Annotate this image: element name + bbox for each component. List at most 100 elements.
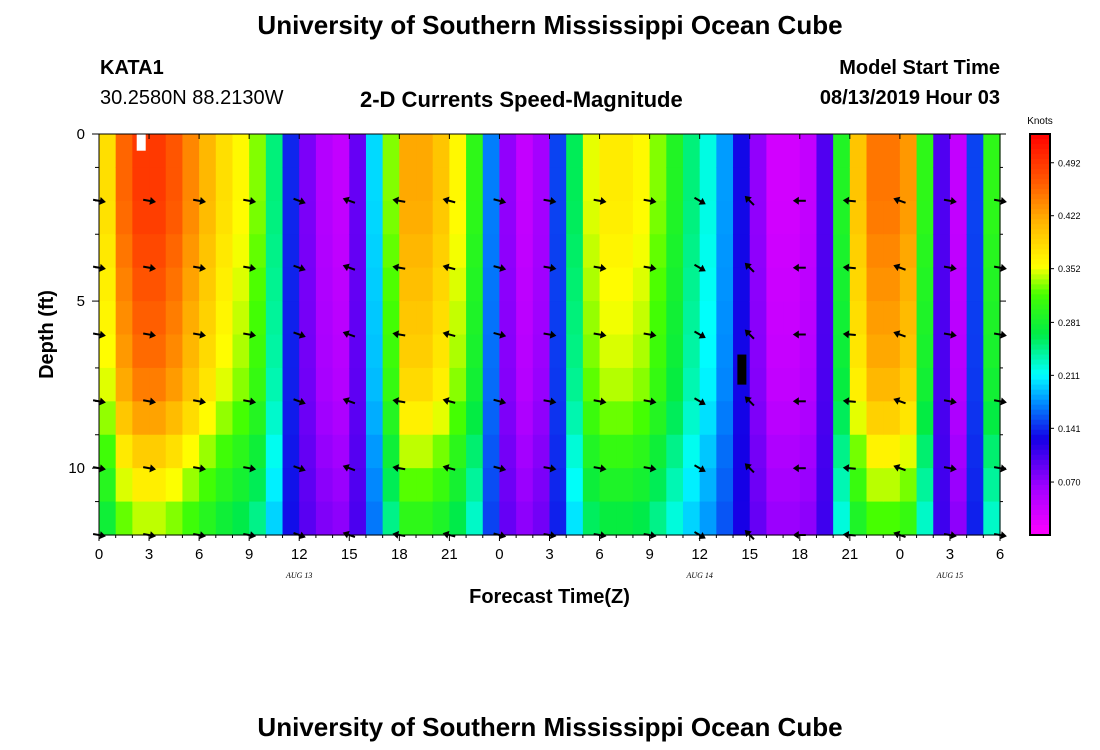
heatmap-cell (916, 367, 934, 402)
heatmap-cell (149, 367, 167, 402)
heatmap-cell (616, 267, 634, 302)
current-arrow (792, 464, 806, 473)
colorbar-segment (1030, 234, 1050, 240)
heatmap-cell (215, 334, 234, 369)
colorbar-tick-label: 0.281 (1058, 318, 1081, 328)
heatmap-cell (816, 367, 834, 402)
heatmap-cell (416, 267, 434, 302)
heatmap-cell (849, 334, 868, 369)
colorbar-tick-label: 0.352 (1058, 264, 1081, 274)
heatmap-cell (783, 367, 801, 402)
heatmap-cell (265, 401, 284, 436)
heatmap-cell (282, 434, 300, 469)
heatmap-cell (232, 167, 250, 202)
heatmap-cell (432, 434, 450, 469)
heatmap-cell (599, 367, 617, 402)
x-tick-label: 18 (791, 546, 808, 563)
heatmap-cell (516, 167, 534, 202)
heatmap-cell (365, 501, 384, 536)
heatmap-cell (215, 434, 234, 469)
colorbar-segment (1030, 394, 1050, 401)
x-tick-label: 6 (195, 546, 203, 563)
current-arrow (392, 263, 406, 272)
heatmap-cell (449, 267, 467, 302)
heatmap-cell (215, 134, 234, 169)
current-arrow (943, 330, 957, 339)
x-tick-label: 9 (245, 546, 253, 563)
heatmap-cell (549, 301, 567, 336)
heatmap-cell (783, 334, 801, 369)
heatmap-cell (649, 200, 667, 235)
heatmap-cell (783, 267, 801, 302)
heatmap-cell (632, 267, 651, 302)
heatmap-cell (232, 401, 250, 436)
heatmap-cell (482, 267, 501, 302)
heatmap-cell (365, 367, 384, 402)
heatmap-cell (849, 501, 868, 536)
heatmap-cell (249, 468, 267, 503)
heatmap-cell (616, 234, 634, 269)
current-arrow (342, 263, 356, 272)
current-arrow (842, 464, 856, 473)
current-arrow (694, 330, 706, 339)
heatmap-cell (816, 401, 834, 436)
heatmap-cell (883, 134, 901, 169)
heatmap-cell (916, 267, 934, 302)
heatmap-cell (649, 367, 667, 402)
heatmap-cell (349, 501, 367, 536)
colorbar-segment (1030, 504, 1050, 511)
heatmap-cell (115, 367, 133, 402)
heatmap-cell (749, 334, 768, 369)
heatmap-cell (616, 134, 634, 169)
current-arrow (842, 196, 856, 205)
heatmap-cell (682, 267, 701, 302)
heatmap-cell (332, 301, 350, 336)
heatmap-cell (949, 234, 968, 269)
heatmap-cell (299, 167, 317, 202)
heatmap-cell (132, 200, 150, 235)
heatmap-cell (799, 267, 818, 302)
heatmap-cell (666, 468, 684, 503)
heatmap-cell (432, 200, 450, 235)
heatmap-cell (582, 468, 601, 503)
heatmap-cell (149, 301, 167, 336)
heatmap-cell (365, 267, 384, 302)
heatmap-cell (899, 301, 918, 336)
heatmap-cell (749, 301, 768, 336)
heatmap-cell (699, 301, 717, 336)
heatmap-cell (115, 468, 133, 503)
current-arrow (643, 330, 657, 339)
heatmap-cell (816, 301, 834, 336)
current-arrow (543, 197, 557, 205)
heatmap-cell (916, 468, 934, 503)
heatmap-cell (365, 401, 384, 436)
current-arrow (442, 464, 456, 472)
footer-title: University of Southern Mississippi Ocean… (257, 712, 843, 742)
heatmap-cell (799, 234, 818, 269)
heatmap-cell (666, 501, 684, 536)
heatmap-cell (549, 468, 567, 503)
heatmap-cell (182, 200, 200, 235)
heatmap-cell (499, 434, 517, 469)
heatmap-cell (716, 367, 734, 402)
heatmap-cell (115, 334, 133, 369)
current-arrow (593, 330, 607, 339)
heatmap-cell (883, 468, 901, 503)
heatmap-cell (232, 200, 250, 235)
colorbar-segment (1030, 484, 1050, 491)
heatmap-cell (599, 200, 617, 235)
colorbar (1030, 134, 1050, 536)
heatmap-cell (466, 501, 484, 536)
model-start-value: 08/13/2019 Hour 03 (819, 87, 1000, 109)
heatmap-cell (265, 501, 284, 536)
heatmap-cell (833, 234, 851, 269)
heatmap-cell (866, 134, 884, 169)
heatmap-cell (215, 401, 234, 436)
heatmap-cell (299, 468, 317, 503)
heatmap-cell (349, 401, 367, 436)
heatmap-cell (432, 301, 450, 336)
heatmap-cell (933, 234, 951, 269)
heatmap-cell (599, 234, 617, 269)
heatmap-cell (349, 334, 367, 369)
heatmap-cell (766, 401, 784, 436)
